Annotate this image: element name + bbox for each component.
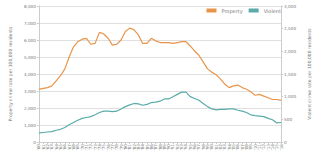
svg-text:3,000: 3,000 xyxy=(24,89,36,94)
svg-text:2,000: 2,000 xyxy=(24,106,36,111)
svg-text:'00: '00 xyxy=(209,144,215,151)
svg-text:'15: '15 xyxy=(274,144,280,151)
svg-text:'16: '16 xyxy=(279,144,284,151)
svg-text:1,500: 1,500 xyxy=(284,72,296,77)
svg-text:Violent crime rate per 100,000: Violent crime rate per 100,000 residents xyxy=(307,28,312,120)
svg-text:'94: '94 xyxy=(183,144,189,151)
svg-text:'04: '04 xyxy=(226,144,232,151)
svg-text:'62: '62 xyxy=(45,144,50,151)
svg-text:'60: '60 xyxy=(36,144,42,151)
svg-text:Property: Property xyxy=(221,8,242,15)
svg-text:'67: '67 xyxy=(66,144,72,151)
svg-text:'63: '63 xyxy=(49,144,55,151)
svg-text:Property crime rate per 100,00: Property crime rate per 100,000 resident… xyxy=(8,26,13,122)
svg-text:'70: '70 xyxy=(79,144,85,151)
svg-text:'93: '93 xyxy=(179,144,185,151)
svg-text:0: 0 xyxy=(33,140,36,145)
svg-text:'73: '73 xyxy=(92,144,98,151)
svg-text:'08: '08 xyxy=(244,144,249,151)
svg-text:'82: '82 xyxy=(131,144,137,151)
svg-text:'79: '79 xyxy=(118,144,124,151)
svg-text:'06: '06 xyxy=(235,144,241,151)
svg-text:'69: '69 xyxy=(75,144,81,151)
svg-text:'96: '96 xyxy=(192,144,198,151)
svg-text:500: 500 xyxy=(284,117,292,122)
svg-text:4,000: 4,000 xyxy=(24,72,36,77)
svg-text:'78: '78 xyxy=(114,144,120,151)
svg-text:'64: '64 xyxy=(53,144,59,151)
svg-text:'75: '75 xyxy=(101,144,107,151)
svg-text:'71: '71 xyxy=(84,144,89,151)
svg-text:'91: '91 xyxy=(170,144,176,151)
svg-text:7,000: 7,000 xyxy=(24,21,36,26)
svg-text:2,000: 2,000 xyxy=(284,49,296,54)
svg-text:2,500: 2,500 xyxy=(284,26,296,31)
svg-text:'11: '11 xyxy=(257,144,262,151)
svg-text:6,000: 6,000 xyxy=(24,38,36,43)
svg-text:'13: '13 xyxy=(265,144,271,151)
svg-text:8,000: 8,000 xyxy=(24,4,36,9)
svg-text:'10: '10 xyxy=(252,144,258,151)
svg-text:'72: '72 xyxy=(88,144,94,151)
svg-text:'84: '84 xyxy=(140,144,146,151)
svg-text:'66: '66 xyxy=(62,144,68,151)
svg-text:'85: '85 xyxy=(144,144,150,151)
svg-text:0: 0 xyxy=(284,140,287,145)
svg-text:'05: '05 xyxy=(231,144,236,151)
svg-text:'83: '83 xyxy=(135,144,141,151)
svg-text:'89: '89 xyxy=(161,144,167,151)
svg-text:'65: '65 xyxy=(58,144,63,151)
svg-text:'98: '98 xyxy=(200,144,206,151)
svg-text:'14: '14 xyxy=(270,144,275,151)
svg-text:Violent: Violent xyxy=(264,8,281,14)
svg-text:5,000: 5,000 xyxy=(24,55,36,60)
svg-text:'68: '68 xyxy=(71,144,76,151)
svg-text:'74: '74 xyxy=(96,144,102,151)
svg-text:3,000: 3,000 xyxy=(284,4,296,9)
svg-text:'81: '81 xyxy=(127,144,133,151)
svg-text:1,000: 1,000 xyxy=(284,94,296,99)
svg-text:'02: '02 xyxy=(218,144,224,151)
svg-text:'03: '03 xyxy=(222,144,228,151)
svg-text:'92: '92 xyxy=(174,144,180,151)
svg-text:'09: '09 xyxy=(248,144,254,151)
svg-text:'61: '61 xyxy=(40,144,46,151)
svg-text:'77: '77 xyxy=(109,144,115,151)
svg-text:'95: '95 xyxy=(187,144,193,151)
svg-text:'86: '86 xyxy=(148,144,154,151)
svg-text:'99: '99 xyxy=(205,144,211,151)
svg-text:1,000: 1,000 xyxy=(24,123,36,128)
svg-text:'76: '76 xyxy=(105,144,111,151)
svg-text:'12: '12 xyxy=(261,144,267,151)
svg-text:'01: '01 xyxy=(213,144,219,151)
svg-text:'88: '88 xyxy=(157,144,163,151)
svg-text:'87: '87 xyxy=(153,144,159,151)
svg-text:'80: '80 xyxy=(122,144,128,151)
svg-text:'97: '97 xyxy=(196,144,202,151)
svg-text:'90: '90 xyxy=(166,144,172,151)
svg-text:'07: '07 xyxy=(239,144,245,151)
